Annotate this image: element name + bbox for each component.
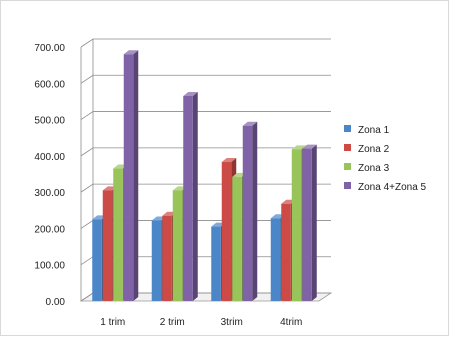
x-tick-label: 1 trim bbox=[100, 317, 125, 328]
bar-side bbox=[192, 91, 198, 301]
x-tick-label: 4trim bbox=[280, 317, 302, 328]
x-tick-label: 3trim bbox=[221, 317, 243, 328]
bar bbox=[113, 168, 123, 301]
bar bbox=[92, 219, 102, 301]
bar-top bbox=[123, 50, 139, 55]
legend-label: Zona 4+Zona 5 bbox=[358, 182, 427, 193]
bar bbox=[211, 226, 221, 301]
y-tick-label: 700.00 bbox=[34, 43, 65, 54]
bar bbox=[270, 218, 281, 301]
legend-swatch bbox=[344, 144, 351, 151]
x-tick-label: 2 trim bbox=[160, 317, 185, 328]
bar-top bbox=[242, 121, 258, 126]
bar-side bbox=[311, 144, 317, 301]
bar bbox=[162, 215, 172, 301]
bar bbox=[172, 190, 183, 301]
y-tick-label: 600.00 bbox=[34, 79, 65, 90]
y-tick-label: 200.00 bbox=[34, 224, 65, 235]
bar bbox=[232, 176, 242, 301]
legend-swatch bbox=[344, 125, 351, 132]
y-tick-label: 500.00 bbox=[34, 116, 65, 127]
bar-top bbox=[302, 144, 317, 149]
bar bbox=[281, 203, 291, 301]
legend-swatch bbox=[344, 163, 351, 170]
bar-top bbox=[183, 91, 198, 96]
bar bbox=[291, 149, 302, 301]
bar bbox=[123, 54, 134, 301]
bar-side bbox=[133, 50, 139, 301]
bar-top bbox=[291, 145, 307, 150]
bar-top bbox=[221, 158, 237, 163]
bar bbox=[183, 95, 193, 301]
y-tick-label: 300.00 bbox=[34, 188, 65, 199]
bar-side bbox=[252, 121, 258, 302]
y-tick-label: 0.00 bbox=[46, 297, 66, 308]
y-tick-label: 400.00 bbox=[34, 152, 65, 163]
bar bbox=[221, 162, 232, 301]
bar bbox=[302, 148, 312, 301]
bar bbox=[102, 190, 113, 301]
legend-label: Zona 3 bbox=[358, 163, 390, 174]
bar bbox=[151, 220, 162, 301]
legend-label: Zona 1 bbox=[358, 125, 390, 136]
legend-swatch bbox=[344, 182, 351, 189]
y-tick-label: 100.00 bbox=[34, 261, 65, 272]
legend-label: Zona 2 bbox=[358, 144, 390, 155]
bar bbox=[242, 125, 253, 302]
